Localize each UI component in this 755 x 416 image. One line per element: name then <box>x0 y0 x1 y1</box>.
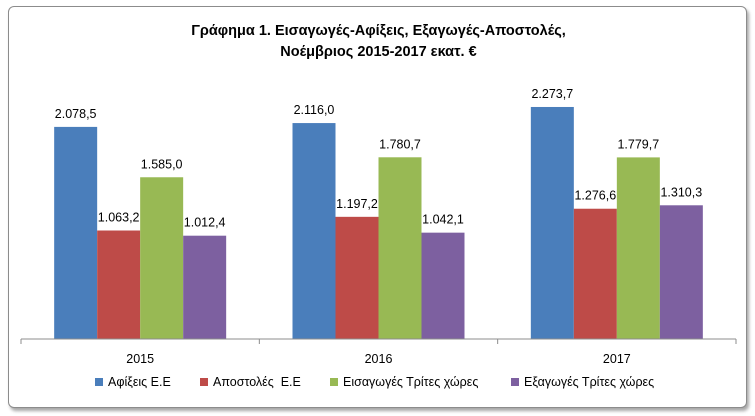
bar-2017-series-1 <box>530 106 574 339</box>
data-label-2016-series-3: 1.780,7 <box>379 137 421 151</box>
chart-title: Γράφημα 1. Εισαγωγές-Αφίξεις, Εξαγωγές-Α… <box>9 21 748 63</box>
bar-2017-series-4 <box>659 205 703 339</box>
legend-label: Αποστολές Ε.Ε <box>213 375 301 389</box>
legend-swatch <box>95 378 103 386</box>
data-label-2017-series-2: 1.276,6 <box>574 189 616 203</box>
legend-item-1: Αφίξεις Ε.Ε <box>95 375 171 389</box>
legend-label: Εισαγωγές Τρίτες χώρες <box>343 375 479 389</box>
bar-2016-series-2 <box>335 216 379 339</box>
x-tick-label-2015: 2015 <box>126 352 154 366</box>
data-label-2015-series-3: 1.585,0 <box>141 157 183 171</box>
data-label-2016-series-2: 1.197,2 <box>336 197 378 211</box>
bar-2017-series-2 <box>573 208 617 339</box>
legend-item-3: Εισαγωγές Τρίτες χώρες <box>330 375 478 389</box>
data-label-2017-series-4: 1.310,3 <box>660 185 702 199</box>
bar-2015-series-1 <box>54 126 98 339</box>
data-label-2016-series-4: 1.042,1 <box>422 213 464 227</box>
bar-2017-series-3 <box>616 157 660 339</box>
legend-swatch <box>330 378 338 386</box>
data-label-2017-series-3: 1.779,7 <box>617 137 659 151</box>
legend-item-4: Εξαγωγές Τρίτες χώρες <box>511 375 654 389</box>
bar-2015-series-2 <box>97 230 141 339</box>
bar-2015-series-3 <box>140 177 184 339</box>
chart-frame: Γράφημα 1. Εισαγωγές-Αφίξεις, Εξαγωγές-Α… <box>8 6 747 408</box>
legend-label: Εξαγωγές Τρίτες χώρες <box>524 375 655 389</box>
data-label-2015-series-1: 2.078,5 <box>55 107 97 121</box>
data-label-2015-series-2: 1.063,2 <box>98 211 140 225</box>
legend-swatch <box>200 378 208 386</box>
legend-swatch <box>511 378 519 386</box>
legend-label: Αφίξεις Ε.Ε <box>108 375 171 389</box>
data-label-2015-series-4: 1.012,4 <box>184 216 226 230</box>
bar-2016-series-4 <box>421 232 465 339</box>
legend-item-2: Αποστολές Ε.Ε <box>200 375 301 389</box>
x-tick-label-2016: 2016 <box>365 352 393 366</box>
bar-2016-series-3 <box>378 157 422 339</box>
chart-legend: Αφίξεις Ε.Ε Αποστολές Ε.Ε Εισαγωγές Τρίτες… <box>9 375 748 395</box>
bar-2015-series-4 <box>183 235 227 339</box>
bar-chart: 2.078,5 1.063,2 1.585,0 1.012,4 2015 2.116,0 1… <box>20 87 737 366</box>
chart-title-line1: Γράφημα 1. Εισαγωγές-Αφίξεις, Εξαγωγές-Α… <box>191 23 566 39</box>
data-label-2016-series-1: 2.116,0 <box>294 103 335 117</box>
bar-2016-series-1 <box>292 123 336 339</box>
chart-title-line2: Νοέμβριος 2015-2017 εκατ. € <box>280 44 477 60</box>
data-label-2017-series-1: 2.273,7 <box>531 87 573 101</box>
x-tick-label-2017: 2017 <box>603 352 631 366</box>
